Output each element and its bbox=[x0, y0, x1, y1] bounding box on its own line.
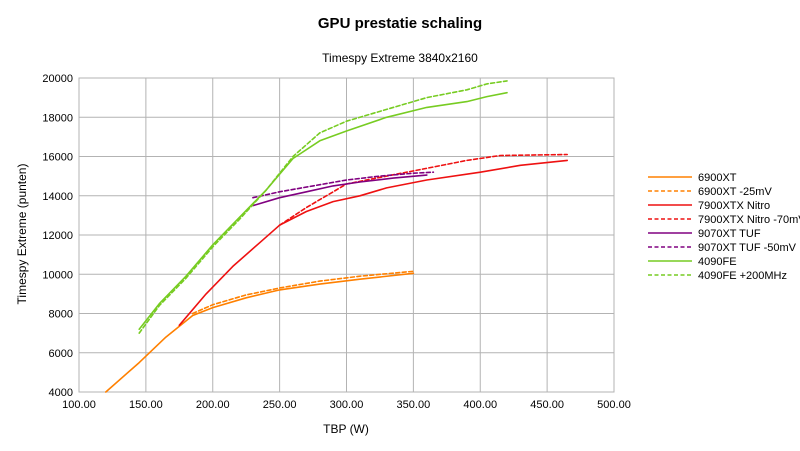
series-line-2 bbox=[178, 159, 569, 327]
legend-label-3: 7900XTX Nitro -70mV bbox=[698, 214, 800, 226]
chart-title: GPU prestatie schaling bbox=[318, 15, 482, 32]
series-line-1 bbox=[191, 270, 415, 315]
legend-label-4: 9070XT TUF bbox=[698, 228, 761, 240]
y-tick-label: 8000 bbox=[49, 309, 73, 321]
x-tick-label: 300.00 bbox=[330, 399, 364, 411]
series-line-7 bbox=[138, 80, 508, 334]
x-axis-label: TBP (W) bbox=[323, 422, 369, 436]
y-tick-label: 14000 bbox=[42, 191, 73, 203]
series-lines bbox=[105, 80, 569, 393]
x-tick-label: 450.00 bbox=[530, 399, 564, 411]
y-axis-label: Timespy Extreme (punten) bbox=[15, 164, 29, 305]
legend-label-1: 6900XT -25mV bbox=[698, 186, 772, 198]
y-tick-label: 4000 bbox=[49, 387, 73, 399]
legend-label-2: 7900XTX Nitro bbox=[698, 200, 770, 212]
x-tick-label: 350.00 bbox=[397, 399, 431, 411]
legend-label-5: 9070XT TUF -50mV bbox=[698, 242, 797, 254]
y-tick-label: 16000 bbox=[42, 152, 73, 164]
chart-subtitle: Timespy Extreme 3840x2160 bbox=[322, 51, 478, 65]
x-tick-label: 400.00 bbox=[463, 399, 497, 411]
x-tick-label: 500.00 bbox=[597, 399, 631, 411]
y-tick-label: 20000 bbox=[42, 73, 73, 85]
y-tick-labels: 4000 6000 8000 10000 12000 14000 16000 18000 200… bbox=[42, 73, 73, 399]
legend-label-6: 4090FE bbox=[698, 256, 737, 268]
series-line-6 bbox=[138, 91, 508, 331]
series-line-4 bbox=[252, 174, 428, 207]
y-tick-label: 6000 bbox=[49, 348, 73, 360]
y-tick-label: 18000 bbox=[42, 112, 73, 124]
x-tick-label: 200.00 bbox=[196, 399, 230, 411]
x-tick-label: 100.00 bbox=[62, 399, 96, 411]
y-tick-label: 10000 bbox=[42, 269, 73, 281]
x-tick-label: 150.00 bbox=[129, 399, 163, 411]
x-tick-labels: 100.00 150.00 200.00 250.00 300.00 350.00 400.… bbox=[62, 399, 631, 411]
series-line-3 bbox=[278, 153, 569, 226]
legend-label-0: 6900XT bbox=[698, 172, 737, 184]
plot-frame bbox=[78, 77, 615, 393]
legend-label-7: 4090FE +200MHz bbox=[698, 270, 787, 282]
x-tick-label: 250.00 bbox=[263, 399, 297, 411]
series-line-5 bbox=[252, 171, 435, 199]
legend: 6900XT 6900XT -25mV 7900XTX Nitro 7900XTX N… bbox=[648, 172, 800, 282]
y-tick-label: 12000 bbox=[42, 230, 73, 242]
series-line-0 bbox=[105, 272, 415, 393]
grid bbox=[78, 77, 615, 393]
